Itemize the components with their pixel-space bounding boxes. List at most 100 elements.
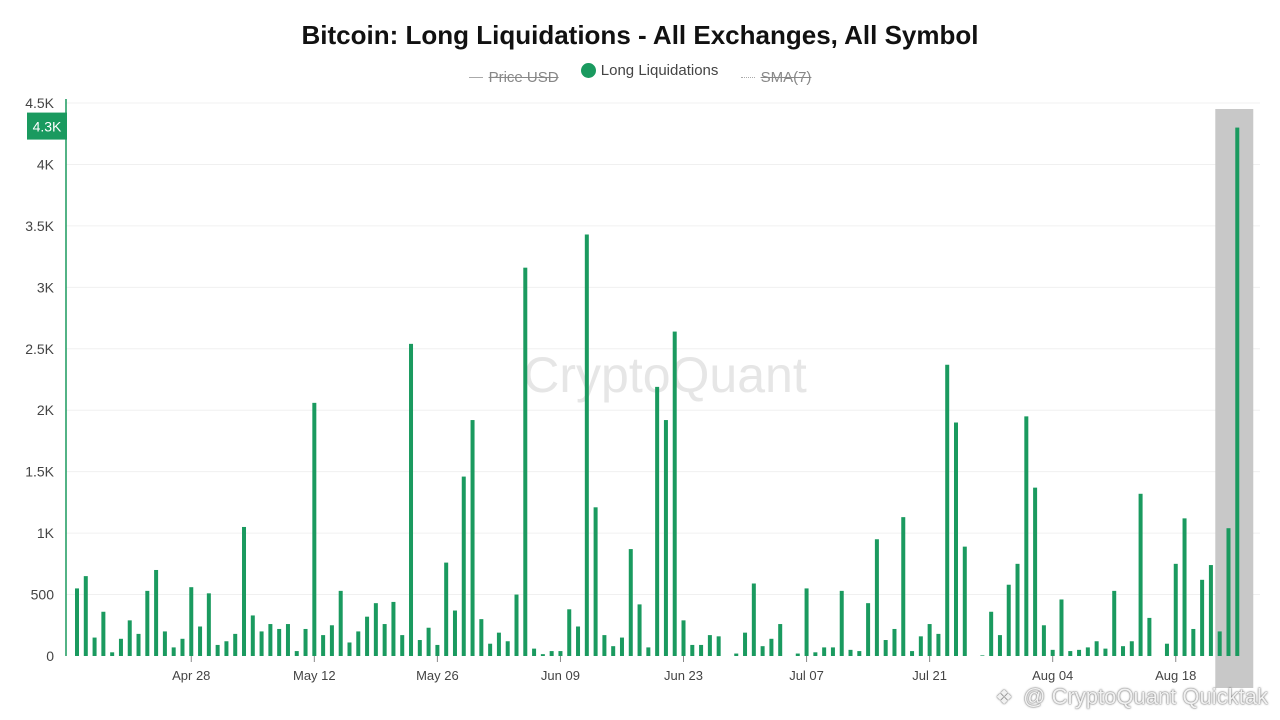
bar [321,635,326,656]
bar [989,611,994,656]
bar [980,655,985,656]
bar [918,636,923,656]
bar [892,628,897,656]
bar [637,604,642,656]
bar [532,648,537,656]
bar [1191,628,1196,656]
bar [655,386,660,656]
bar [997,635,1002,656]
bar [356,631,361,656]
legend-item-sma7[interactable]: SMA(7) [740,69,812,86]
bar [285,624,290,656]
bar [180,638,185,656]
bar [813,652,818,656]
latest-value-badge: 4.3K [27,112,67,140]
legend-label-sma7: SMA(7) [760,69,812,86]
bar [769,638,774,656]
bar [1112,590,1117,656]
bar [1085,647,1090,656]
x-tick-label: Jun 23 [664,668,703,683]
bar [611,646,616,656]
bar [338,590,343,656]
legend-item-price-usd[interactable]: Price USD [468,69,559,86]
bar [760,646,765,656]
bar [848,649,853,656]
x-tick-label: Jun 09 [541,668,580,683]
bar [866,603,871,656]
bar [198,626,203,656]
bar [347,642,352,656]
bar [382,624,387,656]
bar [136,633,141,656]
watermark: CryptoQuant [523,347,807,403]
bar [1077,649,1082,656]
bar [470,420,475,656]
bar [716,636,721,656]
bar [127,620,132,656]
bar [101,611,106,656]
bar [461,476,466,656]
y-tick-label: 0 [46,648,54,664]
bar [743,632,748,656]
latest-value-badge-bg [27,112,67,140]
x-tick-label: May 12 [293,668,336,683]
bar [549,651,554,656]
x-tick-label: Aug 04 [1032,668,1073,683]
y-tick-label: 500 [31,587,55,603]
bar [444,562,449,656]
bar [681,620,686,656]
bar [1138,493,1143,656]
bar [1182,518,1187,656]
bar [215,644,220,656]
bar [409,343,414,656]
footer-text: @ CryptoQuant Quicktak [1023,684,1268,709]
bar [734,653,739,656]
bar [277,628,282,656]
bar [189,587,194,656]
bar [294,651,299,656]
bar [663,420,668,656]
x-tick-label: May 26 [416,668,459,683]
bar [945,364,950,656]
y-tick-label: 4.5K [25,95,54,111]
bar [1208,565,1213,656]
bar [1094,641,1099,656]
bar [233,633,238,656]
bar [1235,127,1240,657]
bar [804,588,809,656]
bar [365,616,370,656]
bar [883,640,888,656]
bar [479,619,484,656]
legend: Price USD Long Liquidations SMA(7) [0,62,1280,86]
bar [1103,648,1108,656]
latest-highlight-box [1215,109,1254,688]
bar [593,507,598,656]
y-tick-label: 2K [37,402,55,418]
bar [584,234,589,657]
bar [206,593,211,656]
bars [75,127,1240,657]
bar [426,627,431,656]
y-tick-label: 4K [37,156,55,172]
line-marker-icon [468,77,483,78]
bar [830,647,835,656]
dot-marker-icon [580,63,596,78]
bar [540,654,545,656]
y-tick-label: 3K [37,279,55,295]
bar [259,631,264,656]
bar [1024,416,1029,656]
bar [523,267,528,656]
y-tick-label: 1K [37,525,55,541]
bar [488,643,493,656]
bar [954,422,958,656]
dotted-line-marker-icon [740,77,755,78]
bar [839,590,844,656]
y-tick-label: 2.5K [25,341,54,357]
bar [505,641,510,656]
bar [1226,528,1231,656]
latest-value-label: 4.3K [33,119,62,135]
legend-item-long-liquidations[interactable]: Long Liquidations [580,62,718,79]
bar [795,653,800,656]
bar [171,647,176,656]
bar [496,632,501,656]
